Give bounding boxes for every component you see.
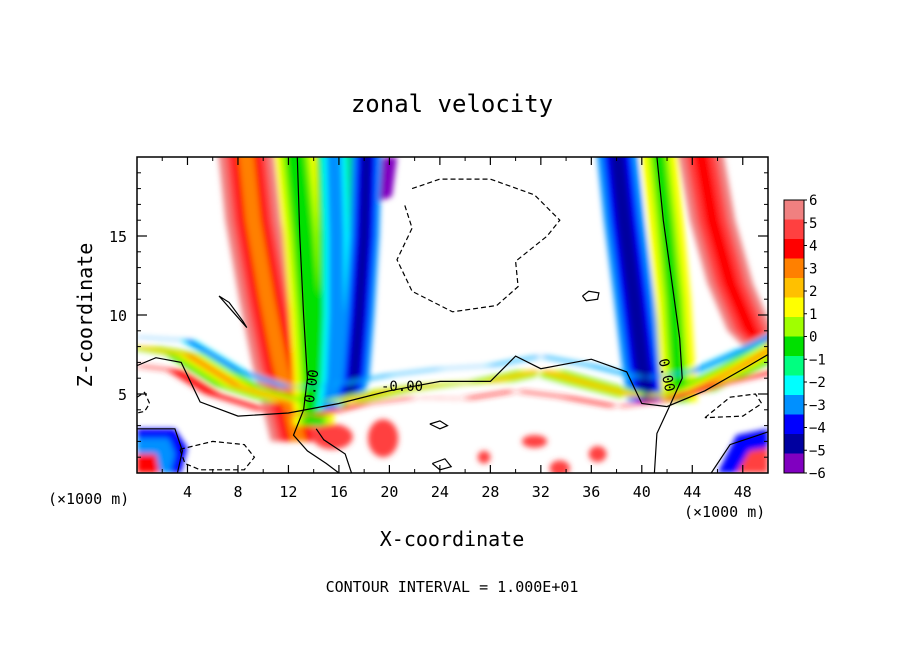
y-tick-label: 10 — [109, 307, 127, 325]
contour-lower-left — [137, 428, 184, 473]
lower-left-red — [137, 454, 160, 473]
small-loop-bottom-2 — [431, 458, 453, 471]
zero-contour-band — [137, 353, 768, 417]
small-loop-left — [218, 295, 248, 328]
colorbar-swatch — [784, 278, 804, 298]
contour-label: 0.00 — [302, 368, 323, 404]
colorbar-swatch — [784, 336, 804, 357]
mid-transition-band-2 — [285, 157, 324, 426]
colorbar-label: −3 — [809, 398, 826, 414]
x-tick-label: 16 — [330, 483, 348, 501]
red-patch-4 — [588, 446, 607, 462]
y-axis-label: Z-coordinate — [73, 243, 97, 388]
colorbar-label: −1 — [809, 352, 826, 368]
colorbar-label: −2 — [809, 375, 826, 391]
velocity-field — [137, 157, 768, 473]
colorbar-label: −4 — [809, 421, 826, 437]
x-tick-label: 36 — [582, 483, 600, 501]
x-axis-label: X-coordinate — [380, 527, 525, 551]
colorbar-label: 1 — [809, 307, 817, 323]
field-shading — [137, 157, 768, 473]
x-tick-label: 20 — [380, 483, 398, 501]
red-patch-5 — [477, 450, 491, 464]
colorbar-swatch — [784, 414, 804, 435]
colorbar-swatch — [784, 200, 804, 220]
colorbar-swatch — [784, 258, 804, 279]
contour-lower-right — [710, 431, 768, 473]
contour-lines: 0.00 -0.00 0.00 — [137, 157, 768, 473]
colorbar-label: −5 — [809, 443, 826, 459]
cyan-column-band-2 — [321, 157, 344, 410]
colorbar-swatch — [784, 356, 804, 376]
dashed-contour-lower-right — [704, 393, 763, 419]
colorbar-label: 4 — [809, 239, 817, 255]
right-plume-band-2 — [693, 157, 768, 355]
red-patch-0 — [312, 424, 353, 450]
x-tick-label: 48 — [734, 483, 752, 501]
y-axis-ticks: 5 10 15 — [109, 172, 768, 458]
small-loop-bottom-1 — [429, 420, 449, 430]
colorbar-label: −6 — [809, 466, 826, 482]
colorbar-label: 2 — [809, 284, 817, 300]
colorbar-swatch — [784, 239, 804, 259]
colorbar-label: 3 — [809, 261, 817, 277]
colorbar: 6 5 4 3 2 1 0 −1 −2 −3 −4 −5 −6 — [783, 193, 826, 482]
dashed-contour-lower-left — [179, 440, 256, 471]
colorbar-swatch — [784, 453, 804, 474]
red-patch-3 — [549, 460, 570, 473]
blue-column-band-2 — [341, 157, 372, 402]
zero-contour-right — [653, 157, 683, 473]
dashed-contour-edge-left — [137, 391, 151, 414]
shear-band-band-3 — [137, 346, 768, 402]
x-tick-label: 24 — [431, 483, 449, 501]
y-tick-label: 5 — [118, 386, 127, 404]
colorbar-swatch — [784, 395, 804, 415]
contour-lower-mid — [315, 428, 353, 473]
left-plume-band-3 — [238, 157, 307, 442]
x-tick-label: 8 — [233, 483, 242, 501]
x-tick-label: 28 — [481, 483, 499, 501]
x-tick-label: 32 — [532, 483, 550, 501]
colorbar-swatch — [784, 297, 804, 318]
colorbar-swatch — [784, 434, 804, 454]
colorbar-swatch — [784, 317, 804, 337]
contour-label: -0.00 — [381, 379, 423, 395]
red-patch-2 — [521, 435, 548, 448]
contour-label: 0.00 — [655, 357, 678, 393]
colorbar-label: 5 — [809, 216, 817, 232]
colorbar-label: 0 — [809, 330, 817, 346]
shear-band-band-2 — [137, 344, 768, 402]
y-tick-label: 15 — [109, 228, 127, 246]
x-unit-label-right: (×1000 m) — [684, 503, 765, 521]
colorbar-swatch — [784, 375, 804, 396]
x-tick-label: 44 — [683, 483, 701, 501]
right-blue-column-band-2 — [609, 157, 656, 402]
right-green-column-band-2 — [652, 157, 686, 402]
x-tick-label: 40 — [633, 483, 651, 501]
lower-right-red — [736, 447, 768, 473]
x-axis-ticks: 4 8 12 16 20 24 28 32 36 40 44 48 — [161, 157, 752, 501]
red-patch-1 — [367, 419, 399, 458]
dashed-contour-top — [396, 178, 561, 313]
x-tick-label: 4 — [183, 483, 192, 501]
colorbar-swatch — [784, 219, 804, 240]
contour-interval-footer: CONTOUR INTERVAL = 1.000E+01 — [326, 578, 579, 596]
chart-title: zonal velocity — [351, 90, 553, 118]
x-tick-label: 12 — [279, 483, 297, 501]
purple-top — [379, 157, 397, 202]
colorbar-label: 6 — [809, 193, 817, 209]
small-loop-right — [582, 290, 600, 302]
plot-area: 0.00 -0.00 0.00 4 8 12 16 20 24 28 32 36 40 44 48 510… — [109, 156, 769, 501]
x-unit-label-left: (×1000 m) — [48, 490, 129, 508]
